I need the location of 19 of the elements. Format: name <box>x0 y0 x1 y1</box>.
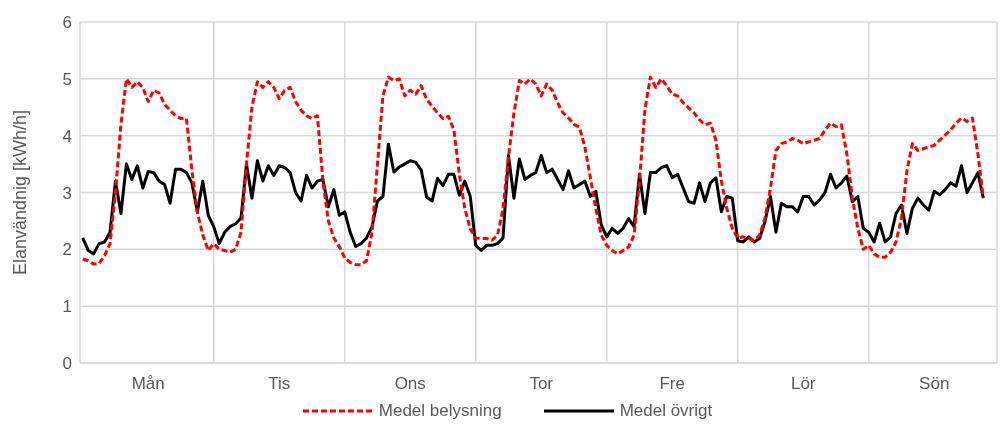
x-tick-label: Tis <box>268 374 291 394</box>
y-tick-label: 0 <box>62 354 72 374</box>
y-tick-label: 2 <box>62 240 72 260</box>
x-tick-label: Lör <box>790 374 816 394</box>
legend-label: Medel belysning <box>378 401 502 421</box>
y-tick-label: 3 <box>62 183 72 203</box>
x-tick-label: Mån <box>131 374 165 394</box>
x-tick-label: Tor <box>529 374 554 394</box>
y-tick-label: 4 <box>62 126 72 146</box>
legend-label: Medel övrigt <box>619 401 713 421</box>
y-tick-label: 5 <box>62 69 72 89</box>
x-tick-label: Fre <box>659 374 685 394</box>
y-tick-label: 6 <box>62 13 72 33</box>
line-series <box>81 142 985 256</box>
x-tick-label: Sön <box>919 374 950 394</box>
y-tick-label: 1 <box>62 297 72 317</box>
x-tick-label: Ons <box>394 374 426 394</box>
y-axis-title: Elanvändnig [kWh/h] <box>10 109 31 276</box>
line-series <box>81 75 985 267</box>
